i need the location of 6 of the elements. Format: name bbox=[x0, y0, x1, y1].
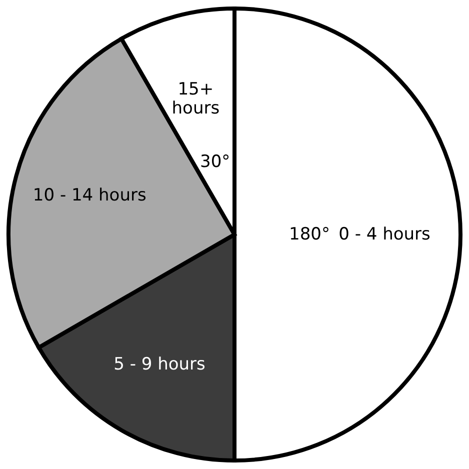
slice-label: 15+ hours bbox=[172, 80, 220, 119]
slice-label: 0 - 4 hours bbox=[338, 224, 431, 244]
slice-label: 10 - 14 hours bbox=[32, 186, 146, 206]
data-label: 30° bbox=[200, 152, 230, 172]
slice-label: 5 - 9 hours bbox=[114, 354, 206, 374]
data-label: 180° bbox=[289, 224, 330, 244]
